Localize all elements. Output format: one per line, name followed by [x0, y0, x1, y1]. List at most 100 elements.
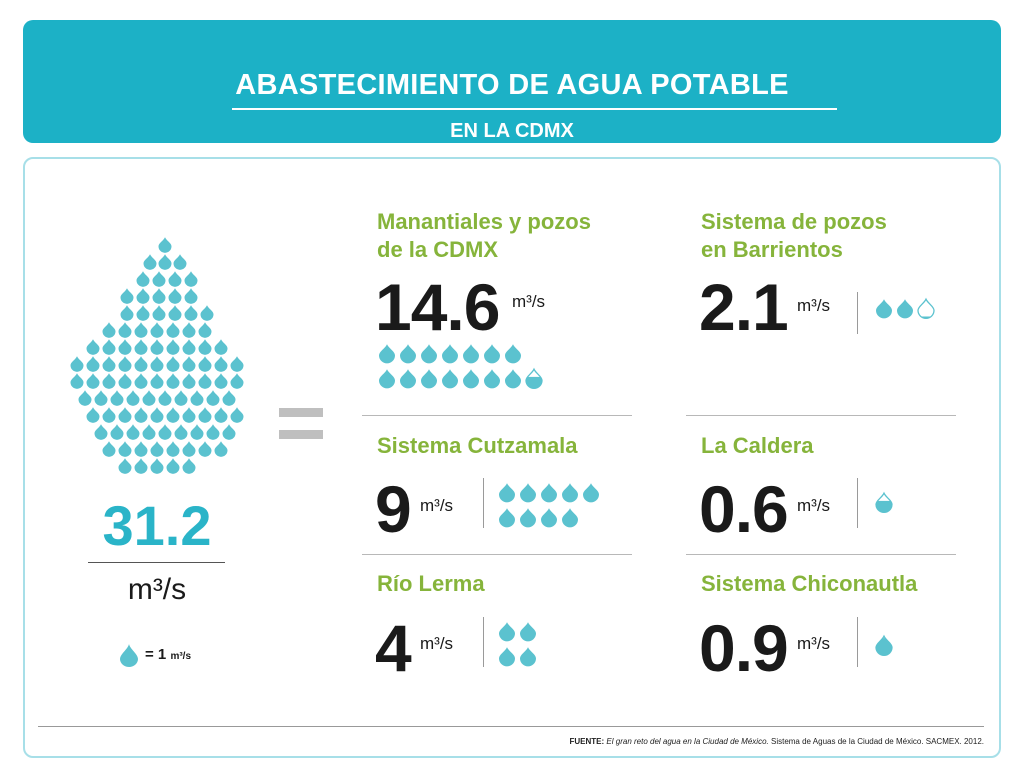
- water-drop-icon: [94, 424, 108, 440]
- water-drop-icon: [120, 644, 138, 667]
- water-drop-icon: [484, 344, 500, 364]
- source-unit: m³/s: [797, 496, 831, 515]
- drop-pictogram: [497, 481, 627, 535]
- water-drop-icon: [206, 424, 220, 440]
- water-drop-icon: [78, 390, 92, 406]
- drop-pictogram-svg: [876, 297, 935, 319]
- water-drop-icon: [168, 305, 182, 321]
- water-drop-icon: [158, 237, 172, 253]
- source-label: FUENTE:: [569, 737, 605, 746]
- water-drop-icon: [136, 271, 150, 287]
- water-drop-icon: [102, 441, 116, 457]
- water-drop-icon: [150, 373, 164, 389]
- water-drop-icon: [222, 390, 236, 406]
- water-drop-icon: [150, 441, 164, 457]
- value-divider: [483, 617, 484, 667]
- water-drop-icon: [230, 373, 244, 389]
- water-drop-icon: [110, 390, 124, 406]
- water-drop-icon: [168, 288, 182, 304]
- source-unit: m³/s: [797, 634, 831, 653]
- water-drop-icon: [583, 483, 599, 503]
- legend-unit: m³/s: [170, 651, 192, 662]
- water-drop-icon: [118, 322, 132, 338]
- water-drop-icon: [182, 322, 196, 338]
- source-unit: m³/s: [420, 634, 454, 653]
- water-drop-icon: [875, 491, 893, 513]
- value-divider: [857, 478, 858, 528]
- water-drop-icon: [222, 424, 236, 440]
- water-drop-icon: [499, 647, 515, 667]
- water-drop-icon: [70, 356, 84, 372]
- water-drop-icon: [120, 288, 134, 304]
- water-drop-icon: [520, 508, 536, 528]
- row-divider: [362, 415, 632, 416]
- cdmx-map-drops: [70, 237, 244, 474]
- water-drop-icon: [505, 369, 521, 389]
- water-drop-icon: [379, 369, 395, 389]
- water-drop-icon: [70, 373, 84, 389]
- water-drop-icon: [214, 356, 228, 372]
- water-drop-icon: [198, 373, 212, 389]
- source-note: FUENTE: El gran reto del agua en la Ciud…: [570, 737, 984, 746]
- total-unit: m³/s: [127, 573, 187, 606]
- water-drop-icon: [102, 407, 116, 423]
- water-drop-icon: [484, 369, 500, 389]
- water-drop-icon: [182, 373, 196, 389]
- water-drop-icon: [86, 356, 100, 372]
- value-divider: [857, 292, 858, 334]
- water-drop-icon: [182, 441, 196, 457]
- water-drop-icon: [182, 407, 196, 423]
- drop-pictogram-svg: [499, 483, 599, 528]
- water-drop-icon: [442, 344, 458, 364]
- water-drop-icon: [230, 356, 244, 372]
- water-drop-icon: [499, 508, 515, 528]
- water-drop-icon: [379, 344, 395, 364]
- water-drop-icon: [421, 344, 437, 364]
- water-drop-icon: [190, 390, 204, 406]
- water-drop-icon: [166, 339, 180, 355]
- water-drop-icon: [110, 424, 124, 440]
- water-drop-icon: [166, 458, 180, 474]
- value-divider: [857, 617, 858, 667]
- water-drop-icon: [134, 458, 148, 474]
- source-label: La Caldera: [701, 433, 814, 458]
- water-drop-icon: [198, 441, 212, 457]
- drop-pictogram: [377, 342, 549, 421]
- water-drop-icon: [152, 288, 166, 304]
- drop-pictogram-svg: [875, 634, 893, 656]
- water-drop-icon: [442, 369, 458, 389]
- source-value: 9: [375, 472, 412, 546]
- water-drop-icon: [184, 288, 198, 304]
- water-drop-icon: [166, 356, 180, 372]
- water-drop-icon: [214, 373, 228, 389]
- water-drop-icon: [150, 339, 164, 355]
- water-drop-icon: [118, 373, 132, 389]
- water-drop-icon: [120, 305, 134, 321]
- drop-pictogram: [874, 491, 899, 520]
- water-drop-icon: [168, 271, 182, 287]
- row-divider: [686, 554, 956, 555]
- water-drop-icon: [118, 407, 132, 423]
- source-label: Sistema de pozos en Barrientos: [701, 209, 887, 262]
- value-divider: [483, 478, 484, 528]
- equals-sign: [279, 408, 323, 440]
- water-drop-icon: [230, 407, 244, 423]
- water-drop-icon: [134, 373, 148, 389]
- water-drop-icon: [190, 424, 204, 440]
- water-drop-icon: [541, 508, 557, 528]
- page-subtitle: EN LA CDMX: [450, 120, 574, 142]
- water-drop-icon: [166, 322, 180, 338]
- water-drop-icon: [134, 441, 148, 457]
- equals-bar-top: [279, 408, 323, 417]
- water-drop-icon: [86, 373, 100, 389]
- water-drop-icon: [102, 373, 116, 389]
- water-drop-icon: [206, 390, 220, 406]
- water-drop-icon: [166, 441, 180, 457]
- page-title: ABASTECIMIENTO DE AGUA POTABLE: [235, 69, 789, 101]
- source-value: 0.6: [699, 472, 789, 546]
- water-drop-icon: [152, 305, 166, 321]
- drop-pictogram: [874, 634, 899, 663]
- water-drop-icon: [214, 339, 228, 355]
- legend-text: = 1 m³/s: [145, 646, 191, 663]
- water-drop-icon: [102, 322, 116, 338]
